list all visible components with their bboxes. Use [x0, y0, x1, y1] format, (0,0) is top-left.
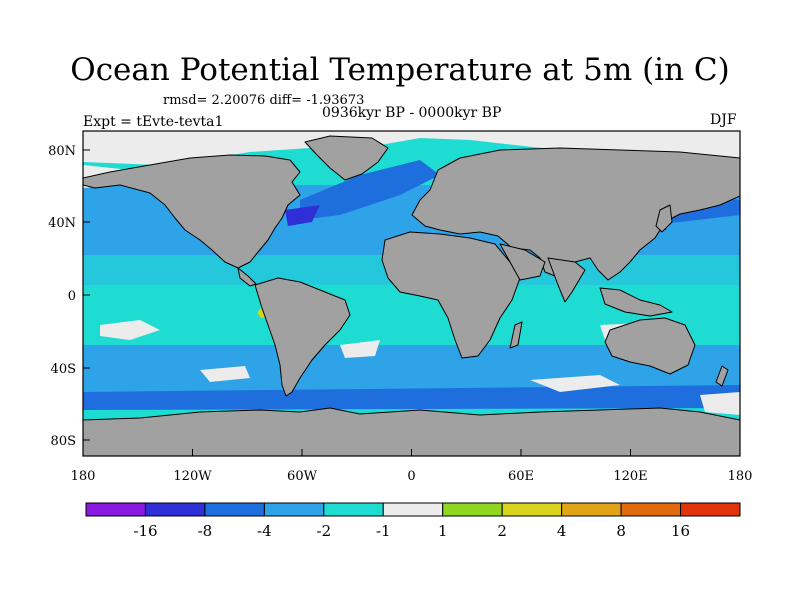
colorbar-label: -2 [317, 522, 332, 540]
land-new-zealand [715, 365, 729, 387]
atlantic-white-patch [340, 340, 380, 358]
indian-white-patch-2 [530, 375, 620, 392]
colorbar-swatch [442, 502, 503, 517]
lon-label: 120W [173, 469, 212, 484]
lon-label: 120E [613, 469, 647, 484]
lon-label: 0 [407, 469, 415, 484]
colorbar-swatch [204, 502, 265, 517]
land-madagascar [509, 321, 523, 349]
lat-label: 80S [51, 434, 76, 449]
season-label: DJF [710, 112, 737, 128]
colorbar-swatch [323, 502, 384, 517]
lon-label: 180 [71, 469, 96, 484]
land-north-america [83, 154, 301, 269]
colorbar-swatch [501, 502, 563, 517]
colorbar-swatch [85, 502, 146, 517]
land-japan [655, 204, 673, 233]
colorbar-swatch [263, 502, 325, 517]
experiment-label: Expt = tEvte-tevta1 [83, 114, 224, 130]
lat-label: 0 [68, 289, 76, 304]
land-arabia [499, 243, 546, 281]
colorbar-label: 2 [497, 522, 507, 540]
pacific-white-patch-2 [200, 366, 250, 382]
colorbar-swatch [620, 502, 682, 517]
map-plot [83, 131, 740, 456]
colorbar-label: -16 [133, 522, 157, 540]
land-south-america [254, 277, 351, 397]
land-southeast-asia [599, 287, 673, 317]
land-antarctica [83, 407, 740, 456]
land-central-america [237, 267, 257, 287]
southern-ocean-dark-patch [83, 385, 740, 410]
land-india [547, 257, 586, 303]
colorbar-swatch [382, 502, 444, 517]
colorbar-label: 16 [671, 522, 690, 540]
colorbar-label: 1 [438, 522, 448, 540]
land-australia [604, 317, 696, 375]
pacific-white-patch-1 [100, 320, 160, 340]
north-atlantic-dark-patch [300, 160, 440, 220]
lat-label: 40N [48, 216, 76, 231]
colorbar-label: 8 [616, 522, 626, 540]
arctic-ice [83, 131, 740, 165]
land-eurasia [411, 147, 740, 281]
tasman-white-patch [700, 392, 740, 415]
colorbar-swatch [680, 502, 741, 517]
colorbar-label: 4 [557, 522, 567, 540]
colorbar-label: -4 [257, 522, 272, 540]
lon-label: 60W [287, 469, 318, 484]
lat-label: 80N [48, 144, 76, 159]
figure-title: Ocean Potential Temperature at 5m (in C) [70, 52, 730, 88]
stats-text: rmsd= 2.20076 diff= -1.93673 [163, 93, 365, 108]
land-greenland [304, 135, 389, 181]
gulf-stream-darkest-patch [285, 205, 320, 226]
period-label: 0936kyr BP - 0000kyr BP [322, 105, 502, 121]
colorbar: -16 -8 -4 -2 -1 1 2 4 8 16 [85, 502, 741, 540]
colorbar-label: -1 [376, 522, 391, 540]
colorbar-swatch [144, 502, 206, 517]
lon-label: 60E [508, 469, 534, 484]
lat-label: 40S [51, 362, 76, 377]
colorbar-label: -8 [198, 522, 213, 540]
land-africa [381, 231, 521, 359]
colorbar-swatch [561, 502, 622, 517]
lon-label: 180 [728, 469, 753, 484]
